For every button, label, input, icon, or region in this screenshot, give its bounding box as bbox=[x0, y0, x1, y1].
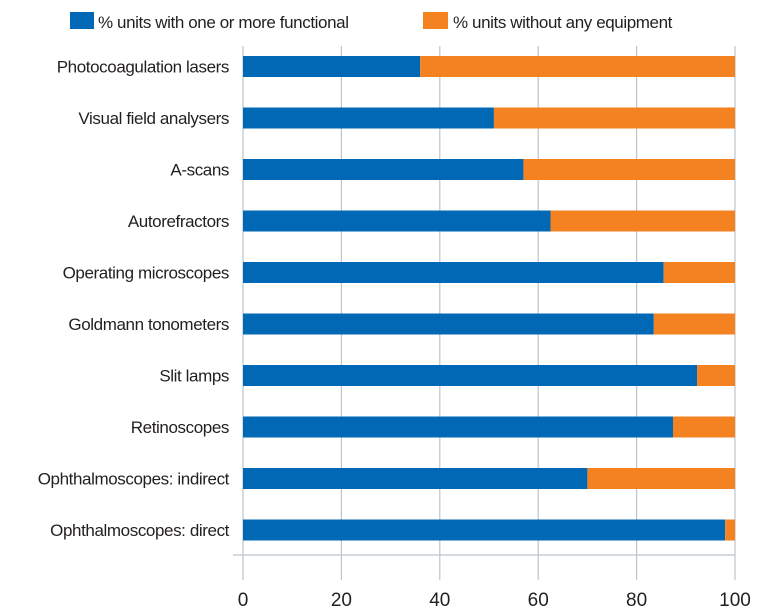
bar-functional bbox=[243, 159, 524, 180]
bar-without-equipment bbox=[663, 262, 735, 283]
bar-functional bbox=[243, 416, 674, 438]
category-labels: Photocoagulation lasers Visual field anal… bbox=[38, 58, 230, 541]
x-axis-ticks: 0 20 40 60 80 100 bbox=[238, 590, 751, 611]
x-tick-label: 80 bbox=[626, 590, 647, 611]
bar-without-equipment bbox=[523, 159, 735, 180]
bars bbox=[243, 56, 735, 541]
legend: % units with one or more functional % un… bbox=[70, 12, 673, 32]
category-label: Ophthalmoscopes: indirect bbox=[38, 470, 230, 489]
category-label: Operating microscopes bbox=[63, 264, 229, 283]
legend-swatch-functional bbox=[70, 12, 94, 29]
category-label: Visual field analysers bbox=[78, 109, 229, 128]
legend-swatch-without-equipment bbox=[423, 12, 448, 29]
category-label: Ophthalmoscopes: direct bbox=[50, 521, 230, 540]
category-label: Photocoagulation lasers bbox=[57, 58, 229, 77]
category-label: Goldmann tonometers bbox=[68, 315, 229, 334]
bar-functional bbox=[243, 210, 551, 232]
category-label: Slit lamps bbox=[159, 367, 229, 386]
bar-without-equipment bbox=[550, 210, 735, 232]
category-label: A-scans bbox=[170, 161, 229, 180]
bar-without-equipment bbox=[653, 313, 735, 335]
gridlines bbox=[242, 46, 736, 580]
bar-without-equipment bbox=[697, 365, 735, 386]
x-tick-label: 60 bbox=[528, 590, 549, 611]
bar-without-equipment bbox=[673, 416, 735, 438]
x-tick-label: 0 bbox=[238, 590, 249, 611]
legend-label-without-equipment: % units without any equipment bbox=[453, 13, 673, 32]
bar-functional bbox=[243, 107, 494, 129]
x-tick-label: 20 bbox=[331, 590, 352, 611]
x-tick-label: 40 bbox=[429, 590, 450, 611]
category-label: Autorefractors bbox=[128, 212, 229, 231]
bar-functional bbox=[243, 262, 664, 283]
bar-without-equipment bbox=[420, 56, 735, 77]
bar-without-equipment bbox=[587, 468, 735, 489]
category-label: Retinoscopes bbox=[131, 418, 229, 437]
legend-label-functional: % units with one or more functional bbox=[98, 13, 349, 32]
bar-functional bbox=[243, 313, 654, 335]
bar-without-equipment bbox=[493, 107, 735, 129]
bar-without-equipment bbox=[725, 519, 735, 541]
bar-functional bbox=[243, 56, 421, 77]
x-tick-label: 100 bbox=[719, 590, 751, 611]
bar-functional bbox=[243, 468, 588, 489]
bar-functional bbox=[243, 365, 698, 386]
bar-functional bbox=[243, 519, 726, 541]
